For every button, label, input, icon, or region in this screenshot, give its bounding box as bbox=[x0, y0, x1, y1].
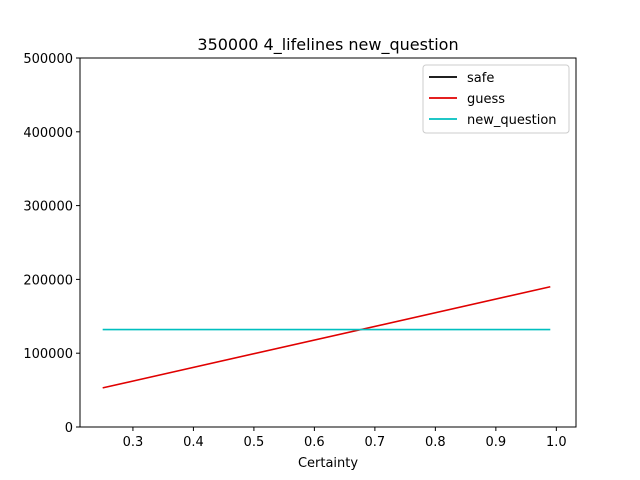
x-tick-label: 0.6 bbox=[304, 435, 325, 450]
y-axis: 0 100000 200000 300000 400000 500000 bbox=[23, 52, 80, 436]
y-tick-label: 400000 bbox=[23, 126, 73, 141]
legend-label-safe: safe bbox=[467, 71, 494, 86]
x-tick-label: 0.4 bbox=[183, 435, 204, 450]
legend-label-new-question: new_question bbox=[467, 113, 557, 128]
x-tick-label: 0.3 bbox=[123, 435, 144, 450]
legend-box bbox=[422, 64, 570, 134]
x-tick-label: 0.7 bbox=[365, 435, 386, 450]
x-tick-label: 0.9 bbox=[486, 435, 507, 450]
series-line-guess bbox=[102, 285, 551, 389]
x-tick-label: 0.5 bbox=[244, 435, 265, 450]
x-axis: 0.3 0.4 0.5 0.6 0.7 0.8 0.9 1.0 bbox=[123, 427, 567, 450]
legend-label-guess: guess bbox=[467, 92, 505, 107]
chart-title: 350000 4_lifelines new_question bbox=[197, 35, 458, 55]
x-axis-label: Certainty bbox=[298, 456, 358, 471]
x-tick-label: 1.0 bbox=[546, 435, 567, 450]
y-tick-label: 200000 bbox=[23, 273, 73, 288]
x-tick-label: 0.8 bbox=[425, 435, 446, 450]
y-tick-label: 500000 bbox=[23, 52, 73, 67]
y-tick-label: 300000 bbox=[23, 200, 73, 215]
y-tick-label: 100000 bbox=[23, 347, 73, 362]
y-tick-label: 0 bbox=[65, 421, 73, 436]
legend: safe guess new_question bbox=[422, 64, 570, 134]
